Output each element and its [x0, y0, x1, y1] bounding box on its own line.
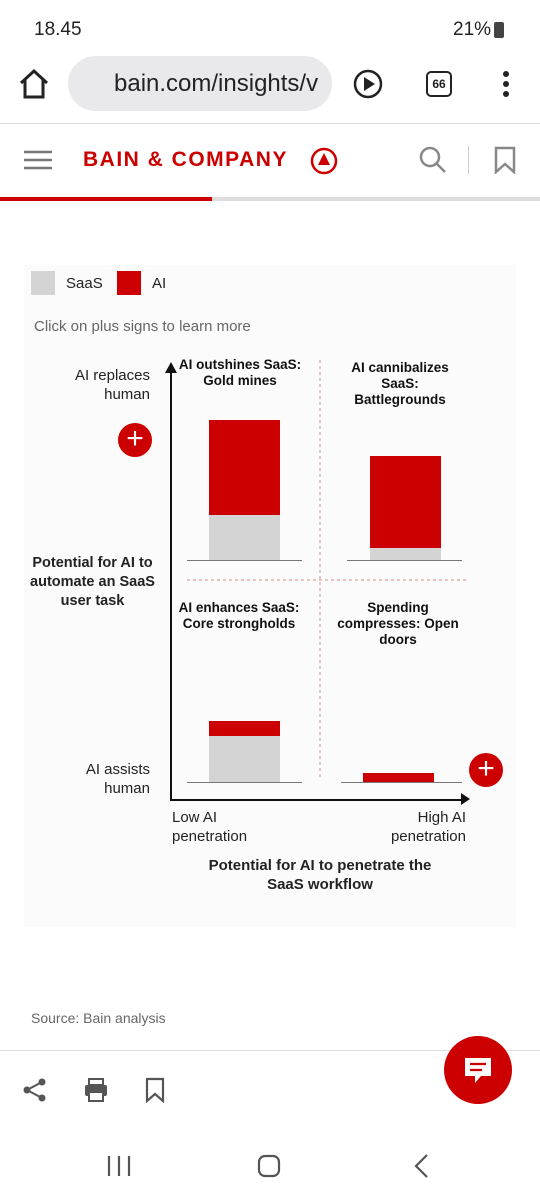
divider: [0, 1050, 540, 1051]
bar-segment: [208, 420, 280, 515]
divider: [468, 146, 469, 174]
plus-button[interactable]: +: [469, 753, 503, 787]
baseline: [187, 560, 302, 561]
url: bain.com/insights/v: [114, 70, 319, 97]
bar-segment: [362, 773, 434, 782]
logo-mark: [310, 147, 338, 175]
baseline: [347, 560, 462, 561]
play-button[interactable]: [352, 68, 384, 100]
bar-segment: [208, 736, 280, 782]
battery: 21%: [453, 19, 492, 40]
quadrant-label: AI enhances SaaS: Core strongholds: [178, 600, 300, 631]
progress: [0, 197, 212, 201]
print-button[interactable]: [83, 1077, 109, 1103]
plus-button[interactable]: +: [118, 423, 152, 457]
baseline: [187, 782, 302, 783]
hamburger[interactable]: [24, 150, 52, 170]
instruction: Click on plus signs to learn more: [34, 318, 251, 335]
y-top-label: AI replaces human: [74, 367, 150, 403]
chat-button[interactable]: [444, 1036, 512, 1104]
tab-count[interactable]: 66: [426, 71, 452, 97]
x-right-label: High AI penetration: [390, 809, 466, 845]
bar-segment: [208, 721, 280, 736]
x-axis-title: Potential for AI to penetrate the SaaS w…: [208, 857, 432, 893]
legend-swatch: [31, 271, 55, 295]
legend-label: SaaS: [66, 275, 103, 292]
quadrant-label: Spending compresses: Open doors: [337, 600, 459, 647]
bar-segment: [369, 456, 441, 548]
chat-icon: [465, 1058, 491, 1083]
legend-label: AI: [152, 275, 167, 292]
search-button[interactable]: [418, 145, 448, 175]
y-axis-title: Potential for AI to automate an SaaS use…: [30, 555, 155, 609]
logo[interactable]: BAIN & COMPANY: [83, 148, 288, 171]
quadrant-label: AI cannibalizes SaaS: Battlegrounds: [351, 360, 449, 407]
menu-button[interactable]: [500, 70, 512, 98]
baseline: [341, 782, 462, 783]
share-button[interactable]: [22, 1077, 48, 1103]
chart-panel: [24, 265, 516, 927]
home-button[interactable]: [18, 68, 50, 100]
divider: [0, 123, 540, 124]
x-left-label: Low AI penetration: [172, 809, 248, 845]
bookmark-button[interactable]: [494, 146, 516, 174]
battery-icon: [494, 22, 504, 38]
bar-segment: [369, 548, 441, 560]
save-button[interactable]: [145, 1077, 165, 1103]
url-bar[interactable]: bain.com/insights/v: [68, 56, 332, 111]
source: Source: Bain analysis: [31, 1010, 166, 1026]
progress-track: [0, 197, 540, 201]
nav-bar: [107, 1154, 428, 1178]
legend-swatch: [117, 271, 141, 295]
clock: 18.45: [34, 19, 82, 40]
quadrant-label: AI outshines SaaS: Gold mines: [178, 357, 302, 388]
bar-segment: [208, 515, 280, 560]
y-bottom-label: AI assists human: [85, 761, 150, 797]
